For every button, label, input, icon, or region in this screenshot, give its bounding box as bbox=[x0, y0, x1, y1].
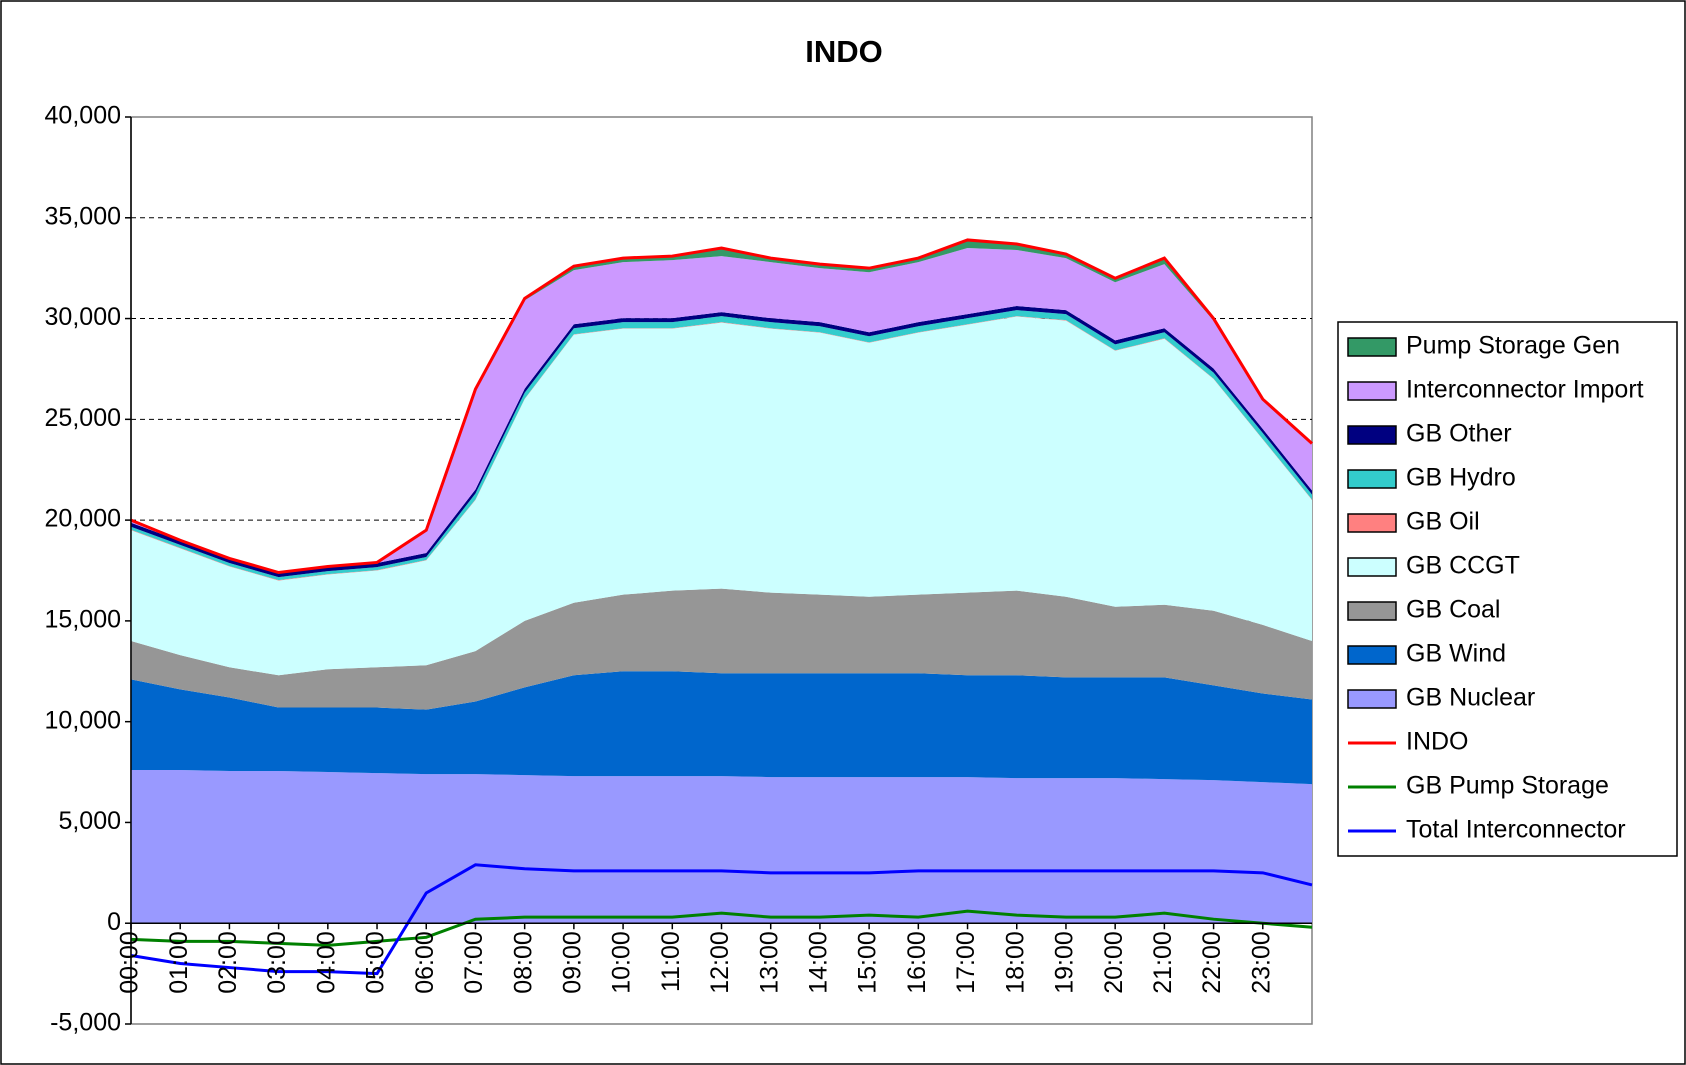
legend-label: Total Interconnector bbox=[1406, 816, 1626, 844]
legend-swatch bbox=[1347, 601, 1397, 621]
legend-swatch bbox=[1347, 381, 1397, 401]
legend-swatch bbox=[1347, 689, 1397, 709]
legend-swatch bbox=[1347, 513, 1397, 533]
x-tick-label: 22:00 bbox=[1198, 931, 1226, 994]
x-tick-label: 13:00 bbox=[755, 931, 783, 994]
legend-label: GB Pump Storage bbox=[1406, 772, 1609, 800]
x-tick-label: 12:00 bbox=[706, 931, 734, 994]
x-tick-label: 03:00 bbox=[263, 931, 291, 994]
x-tick-label: 19:00 bbox=[1051, 931, 1079, 994]
x-tick-label: 01:00 bbox=[165, 931, 193, 994]
legend-swatch bbox=[1347, 469, 1397, 489]
area bbox=[131, 671, 1312, 785]
legend-swatch bbox=[1347, 337, 1397, 357]
area bbox=[131, 588, 1312, 710]
y-tick-label: 35,000 bbox=[45, 202, 121, 230]
area bbox=[131, 316, 1312, 676]
y-tick-label: 5,000 bbox=[58, 807, 121, 835]
x-tick-label: 23:00 bbox=[1247, 931, 1275, 994]
legend-swatch bbox=[1347, 557, 1397, 577]
legend-label: INDO bbox=[1406, 728, 1469, 756]
x-tick-label: 04:00 bbox=[312, 931, 340, 994]
x-tick-label: 16:00 bbox=[903, 931, 931, 994]
x-tick-label: 00:00 bbox=[116, 931, 144, 994]
legend-label: GB Oil bbox=[1406, 508, 1480, 536]
x-tick-label: 02:00 bbox=[214, 931, 242, 994]
x-tick-label: 20:00 bbox=[1100, 931, 1128, 994]
chart-title: INDO bbox=[805, 34, 883, 69]
x-tick-label: 05:00 bbox=[362, 931, 390, 994]
line bbox=[130, 863, 1313, 976]
x-tick-label: 10:00 bbox=[608, 931, 636, 994]
legend-box bbox=[1337, 321, 1678, 857]
area bbox=[131, 770, 1312, 924]
legend-label: GB Coal bbox=[1406, 596, 1500, 624]
legend-label: GB Wind bbox=[1406, 640, 1506, 668]
legend-label: GB Hydro bbox=[1406, 464, 1516, 492]
x-tick-label: 15:00 bbox=[854, 931, 882, 994]
legend-label: Pump Storage Gen bbox=[1406, 332, 1620, 360]
x-tick-label: 11:00 bbox=[657, 931, 685, 992]
x-tick-label: 08:00 bbox=[509, 931, 537, 994]
x-tick-label: 09:00 bbox=[558, 931, 586, 994]
line bbox=[130, 909, 1313, 947]
x-tick-label: 07:00 bbox=[460, 931, 488, 994]
legend: Pump Storage Gen Interconnector Import GB … bbox=[1337, 321, 1678, 857]
x-tick-label: 14:00 bbox=[805, 931, 833, 994]
x-tick-label: 06:00 bbox=[411, 931, 439, 994]
y-tick-label: 15,000 bbox=[45, 605, 121, 633]
y-tick-label: 40,000 bbox=[45, 102, 121, 130]
legend-swatch bbox=[1347, 425, 1397, 445]
x-tick-label: 17:00 bbox=[952, 931, 980, 994]
x-tick-label: 18:00 bbox=[1001, 931, 1029, 994]
legend-label: GB Other bbox=[1406, 420, 1512, 448]
y-tick-label: 0 bbox=[107, 908, 121, 936]
line bbox=[130, 238, 1314, 575]
y-tick-label: -5,000 bbox=[50, 1009, 121, 1037]
y-tick-label: 10,000 bbox=[45, 706, 121, 734]
legend-label: GB Nuclear bbox=[1406, 684, 1535, 712]
legend-swatch bbox=[1347, 645, 1397, 665]
legend-label: GB CCGT bbox=[1406, 552, 1520, 580]
y-tick-label: 25,000 bbox=[45, 404, 121, 432]
x-tick-label: 21:00 bbox=[1149, 931, 1177, 994]
y-tick-label: 20,000 bbox=[45, 505, 121, 533]
y-tick-label: 30,000 bbox=[45, 303, 121, 331]
legend-label: Interconnector Import bbox=[1406, 376, 1644, 404]
